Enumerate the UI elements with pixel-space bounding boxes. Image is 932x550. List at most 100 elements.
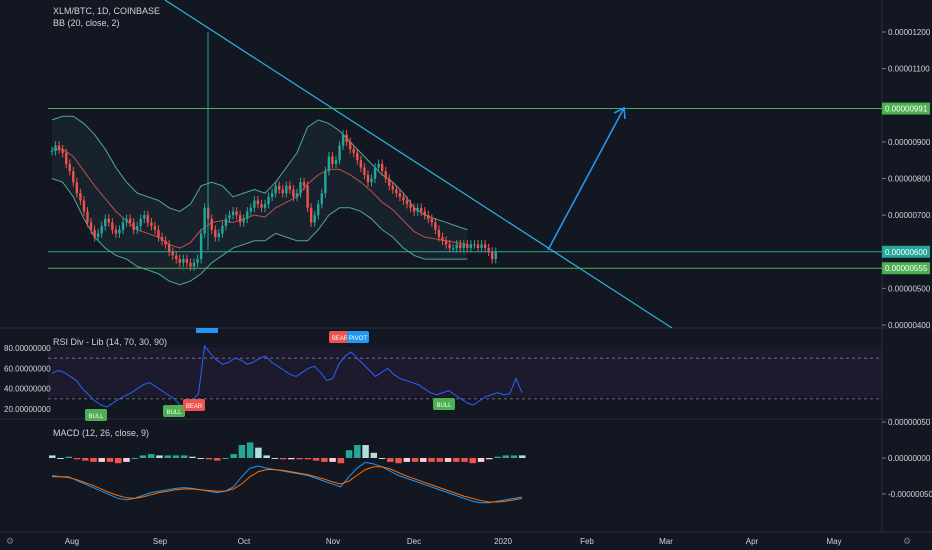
rsi-line <box>51 344 523 408</box>
candle-body <box>260 204 263 208</box>
candle-body <box>54 145 57 152</box>
time-axis-label: Feb <box>580 537 594 546</box>
bb-indicator-label[interactable]: BB (20, close, 2) <box>53 18 120 28</box>
macd-histogram-bar <box>114 458 122 464</box>
candle-body <box>192 262 196 267</box>
candle-body <box>203 207 206 234</box>
candle-body <box>292 189 295 197</box>
candle-body <box>104 218 107 227</box>
time-axis-label: May <box>826 537 841 546</box>
candle-body <box>480 244 483 249</box>
price-badge-label: 0.00000600 <box>885 248 928 257</box>
candle-body <box>256 200 260 205</box>
axes: 0.00001200 0.00001100 0.00000900 0.00000800… <box>4 28 932 546</box>
settings-icon[interactable]: ⚙ <box>903 536 912 546</box>
candle-body <box>317 204 320 216</box>
time-axis-label: Apr <box>746 537 759 546</box>
signal-badge <box>433 398 455 410</box>
macd-histogram-bar <box>205 458 213 460</box>
signal-badge <box>85 409 107 421</box>
macd-histogram-bar <box>271 458 279 459</box>
time-axis-label: Sep <box>153 537 168 546</box>
candle-body <box>491 251 494 260</box>
rsi-indicator-label[interactable]: RSI Div - Lib (14, 70, 30, 90) <box>53 337 168 347</box>
macd-histogram-bar <box>164 455 171 458</box>
candle-body <box>437 229 441 238</box>
macd-histogram-bar <box>453 458 460 462</box>
candle-body <box>469 244 473 249</box>
candle-body <box>377 163 380 168</box>
macd-histogram-bar <box>494 456 501 458</box>
candle-body <box>384 171 387 179</box>
rsi-signal-bull: BULL <box>433 398 455 410</box>
candle-body <box>65 152 68 164</box>
macd-histogram-bar <box>81 458 89 461</box>
candle-body <box>139 218 142 227</box>
macd-histogram-bar <box>312 458 320 461</box>
macd-histogram-bar <box>106 458 114 462</box>
macd-histogram-bar <box>131 458 138 459</box>
candle-body <box>331 156 334 164</box>
candle-body <box>494 251 497 260</box>
gear-icon[interactable]: ⚙ <box>6 536 15 546</box>
signal-label: PIVOT <box>349 336 367 342</box>
candle-body <box>160 237 164 241</box>
macd-histogram-bar <box>197 458 204 459</box>
candle-body <box>302 182 306 186</box>
candle-body <box>182 259 185 263</box>
macd-histogram-bar <box>156 455 163 458</box>
price-tick-label: 0.00000900 <box>888 138 931 147</box>
macd-histogram-bar <box>461 458 468 462</box>
candle-body <box>199 233 203 260</box>
price-levels <box>48 108 882 269</box>
macd-histogram-bar <box>255 447 262 458</box>
candle-body <box>246 211 249 219</box>
candle-body <box>114 229 118 234</box>
candle-body <box>231 211 235 216</box>
candle-body <box>210 218 213 230</box>
macd-histogram-bar <box>403 458 411 462</box>
candle-body <box>473 244 476 246</box>
macd-indicator-label[interactable]: MACD (12, 26, close, 9) <box>53 428 150 438</box>
candle-body <box>324 171 327 194</box>
rsi-band-fill <box>48 347 882 397</box>
macd-histogram-bar <box>123 458 130 462</box>
candlesticks <box>50 32 497 271</box>
price-badge <box>882 102 930 115</box>
candle-body <box>82 200 86 212</box>
macd-histogram-bar <box>395 458 402 464</box>
macd-histogram-bar <box>189 456 196 458</box>
candle-body <box>412 207 416 212</box>
signal-label: BULL <box>436 403 452 409</box>
macd-tick-label: -0.00000050 <box>888 490 932 499</box>
candle-body <box>125 218 128 223</box>
candle-body <box>434 222 437 230</box>
candle-body <box>359 160 363 168</box>
candle-body <box>68 163 71 172</box>
macd-histogram-bar <box>321 458 328 462</box>
candle-body <box>143 215 146 219</box>
candle-body <box>391 185 394 190</box>
bollinger-bands <box>51 115 468 286</box>
candle-body <box>189 262 192 267</box>
price-badge-label: 0.00000991 <box>885 105 928 114</box>
candle-body <box>285 185 288 194</box>
candle-body <box>263 204 267 208</box>
candle-body <box>388 178 391 186</box>
candle-body <box>380 163 384 172</box>
macd-histogram-bar <box>502 455 510 458</box>
price-badge <box>882 245 930 258</box>
macd-histogram-bar <box>411 458 419 462</box>
candle-body <box>89 222 93 230</box>
candle-body <box>341 134 345 146</box>
candle-body <box>121 222 125 230</box>
projection-arrow <box>547 107 625 251</box>
candle-body <box>299 182 302 194</box>
candle-body <box>164 240 167 245</box>
candle-body <box>441 237 444 241</box>
candle-body <box>459 244 462 249</box>
macd-histogram-bar <box>288 458 295 460</box>
macd-pane <box>49 442 526 504</box>
bb-fill <box>52 116 468 285</box>
